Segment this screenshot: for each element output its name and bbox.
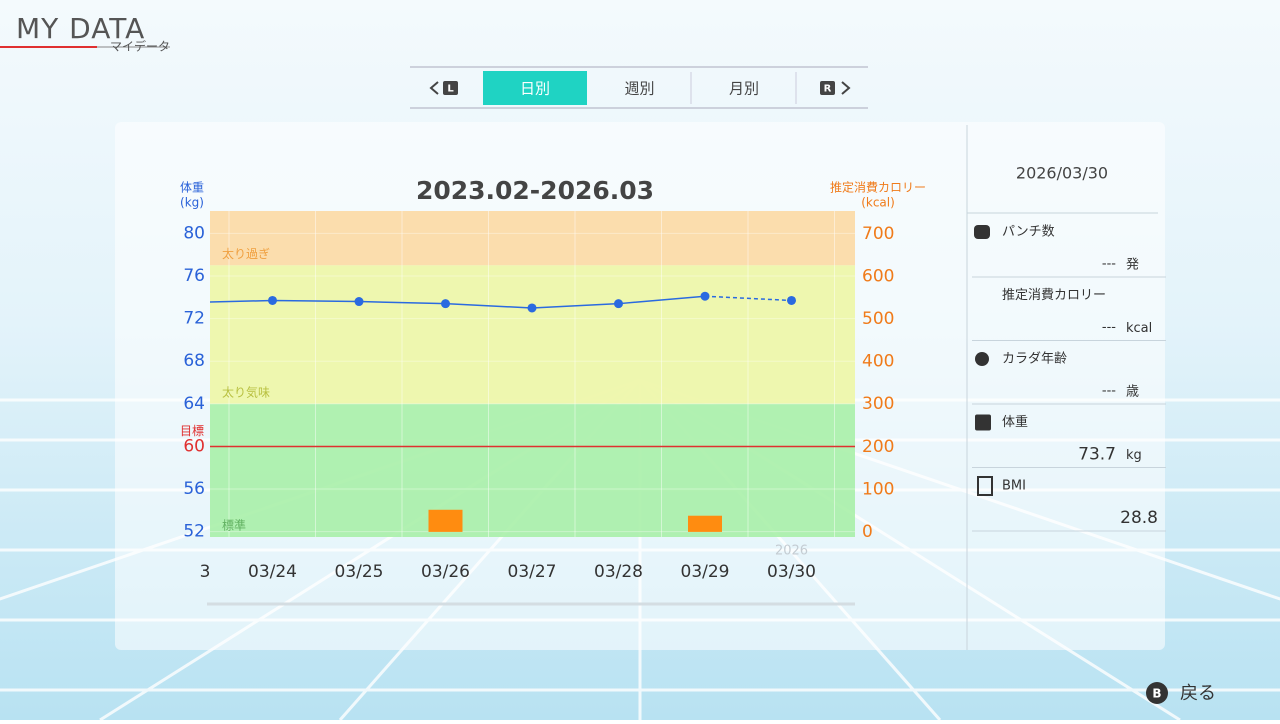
target-label: 目標 xyxy=(180,424,204,438)
line xyxy=(704,295,792,302)
stat-unit: kcal xyxy=(1126,321,1152,336)
selected-date: 2026/03/30 xyxy=(1016,164,1108,183)
y2-tick-label: 100 xyxy=(862,479,894,499)
zone-label: 標準 xyxy=(222,518,246,533)
y2-tick-label: 200 xyxy=(862,437,894,457)
x-tick-label: 03/25 xyxy=(335,562,384,582)
stat-item: 体重 73.7 kg xyxy=(972,414,1166,468)
stat-value: 73.7 xyxy=(1078,445,1116,465)
zone xyxy=(210,403,855,537)
y2-tick-label: 400 xyxy=(862,352,894,372)
tab-label: 週別 xyxy=(624,80,654,98)
stat-value: --- xyxy=(1102,384,1116,399)
y2-tick-label: 600 xyxy=(862,267,894,287)
icon xyxy=(975,414,991,431)
tab-label: 月別 xyxy=(729,80,759,98)
y2-tick-label: 300 xyxy=(862,394,894,414)
stat-value: 28.8 xyxy=(1120,508,1158,528)
prev-tab[interactable]: L xyxy=(429,81,458,95)
x-tick-label: 03/29 xyxy=(681,562,730,582)
button-label: B xyxy=(1152,687,1161,701)
stat-item: BMI 28.8 xyxy=(972,476,1166,532)
x-axis-labels: 03/23 03/24 03/25 03/26 03/27 03/28 03/29 03/30 xyxy=(162,562,816,582)
y-axis-label: (kg) xyxy=(180,196,204,210)
y2-axis-label: (kcal) xyxy=(861,196,895,210)
stat-item: カラダ年齢 --- 歳 xyxy=(972,352,1166,405)
y-tick-label: 76 xyxy=(183,266,205,286)
y-tick-label: 52 xyxy=(183,522,205,542)
x-tick-label: 03/24 xyxy=(248,562,297,582)
stat-label: カラダ年齢 xyxy=(1002,352,1067,367)
arrow-left xyxy=(429,81,439,95)
x-tick-label: 03/27 xyxy=(508,562,557,582)
icon xyxy=(977,476,993,496)
icon xyxy=(974,225,990,239)
point xyxy=(441,299,450,309)
bar xyxy=(688,515,722,532)
zone-label: 太り気味 xyxy=(222,384,270,399)
y-tick-label: 80 xyxy=(183,223,205,243)
stat-label: BMI xyxy=(1002,479,1026,494)
tab[interactable]: 日別 xyxy=(483,71,587,105)
tab[interactable]: 週別 xyxy=(624,80,654,98)
stat-label: 推定消費カロリー xyxy=(1002,288,1106,303)
button-icon xyxy=(820,81,835,95)
y2-tick-label: 0 xyxy=(862,522,873,542)
y-axis-label: 体重 xyxy=(180,181,204,195)
y2-axis-label: 推定消費カロリー xyxy=(830,180,926,195)
zone-label: 太り過ぎ xyxy=(222,246,270,261)
y-tick-label: 72 xyxy=(183,309,205,329)
button-label: L xyxy=(447,84,454,95)
tab-highlight xyxy=(483,71,587,105)
point xyxy=(354,297,364,307)
point xyxy=(700,291,710,301)
point xyxy=(527,303,537,313)
button-icon xyxy=(443,81,458,95)
button-icon xyxy=(1146,682,1168,704)
x-tick-label: 03/28 xyxy=(594,562,643,582)
back-label: 戻る xyxy=(1180,683,1216,704)
chart-title: 2023.02-2026.03 xyxy=(416,176,654,205)
bar xyxy=(428,509,463,532)
x-tick-label: 03/23 xyxy=(162,562,211,582)
y2-tick-label: 700 xyxy=(862,224,894,244)
x-tick-label: 03/26 xyxy=(421,562,470,582)
next-tab[interactable]: R xyxy=(820,81,851,95)
stat-label: パンチ数 xyxy=(1002,225,1055,240)
year-label: 2026 xyxy=(775,544,808,559)
point xyxy=(787,295,796,305)
point xyxy=(614,299,623,309)
y2-tick-label: 500 xyxy=(862,309,894,329)
stat-label: 体重 xyxy=(1002,414,1028,430)
plot-area xyxy=(210,211,855,537)
zone xyxy=(210,211,855,266)
stat-unit: 発 xyxy=(1126,258,1139,273)
y-tick-label: 56 xyxy=(183,479,205,499)
back-button[interactable]: B 戻る xyxy=(1146,682,1216,704)
arrow-right xyxy=(841,81,851,95)
page-title: MY DATA xyxy=(16,12,145,45)
x-tick-label: 03/30 xyxy=(767,562,816,582)
y-tick-label: 60 xyxy=(183,436,205,456)
tab-label: 日別 xyxy=(520,80,550,98)
tab-bar: L R 日別 週別 月別 xyxy=(410,66,868,109)
point xyxy=(268,295,277,305)
stat-value: --- xyxy=(1102,257,1116,272)
y-tick-label: 64 xyxy=(183,394,205,414)
stat-item: パンチ数 --- 発 xyxy=(972,225,1166,278)
icon xyxy=(975,352,989,366)
button-label: R xyxy=(824,84,832,95)
tab[interactable]: 月別 xyxy=(729,80,759,98)
page-subtitle: マイデータ xyxy=(110,39,170,54)
stat-unit: kg xyxy=(1126,448,1142,463)
stat-item: 推定消費カロリー --- kcal xyxy=(972,288,1166,341)
stat-unit: 歳 xyxy=(1126,385,1139,400)
y-tick-label: 68 xyxy=(183,351,205,371)
zone xyxy=(210,265,855,404)
stat-value: --- xyxy=(1102,320,1116,335)
